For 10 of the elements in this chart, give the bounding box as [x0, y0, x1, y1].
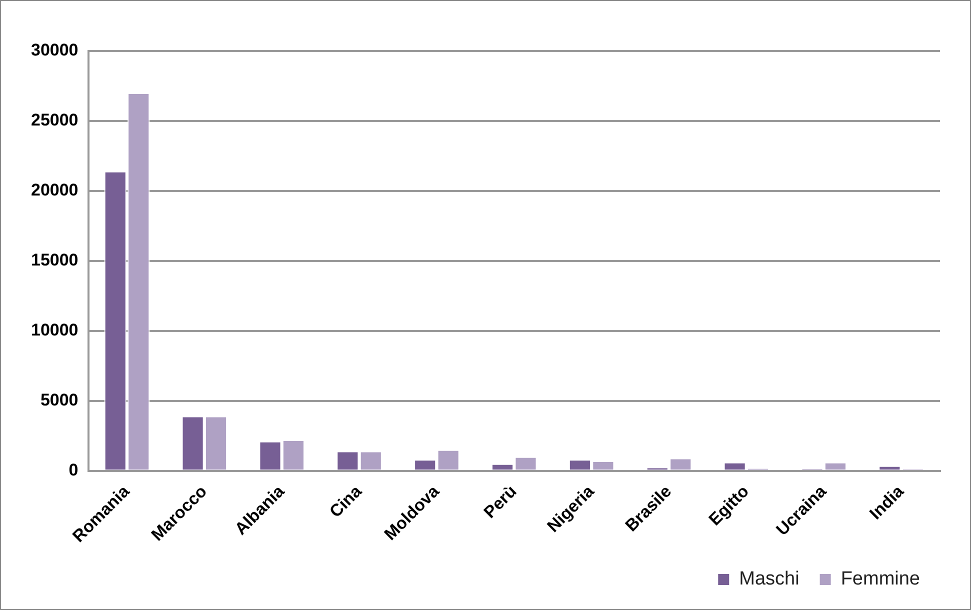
y-tick-label: 5000	[40, 390, 78, 410]
y-tick-label: 15000	[30, 250, 78, 270]
y-tick-label: 10000	[30, 320, 78, 340]
y-tick-label: 30000	[30, 40, 78, 60]
y-tick-label: 20000	[30, 180, 78, 200]
x-tick-label: Cina	[326, 481, 366, 522]
y-tick-label: 25000	[30, 110, 78, 130]
legend-label: Maschi	[739, 568, 800, 590]
legend-label: Femmine	[840, 568, 920, 590]
y-tick-label: 0	[68, 460, 78, 480]
